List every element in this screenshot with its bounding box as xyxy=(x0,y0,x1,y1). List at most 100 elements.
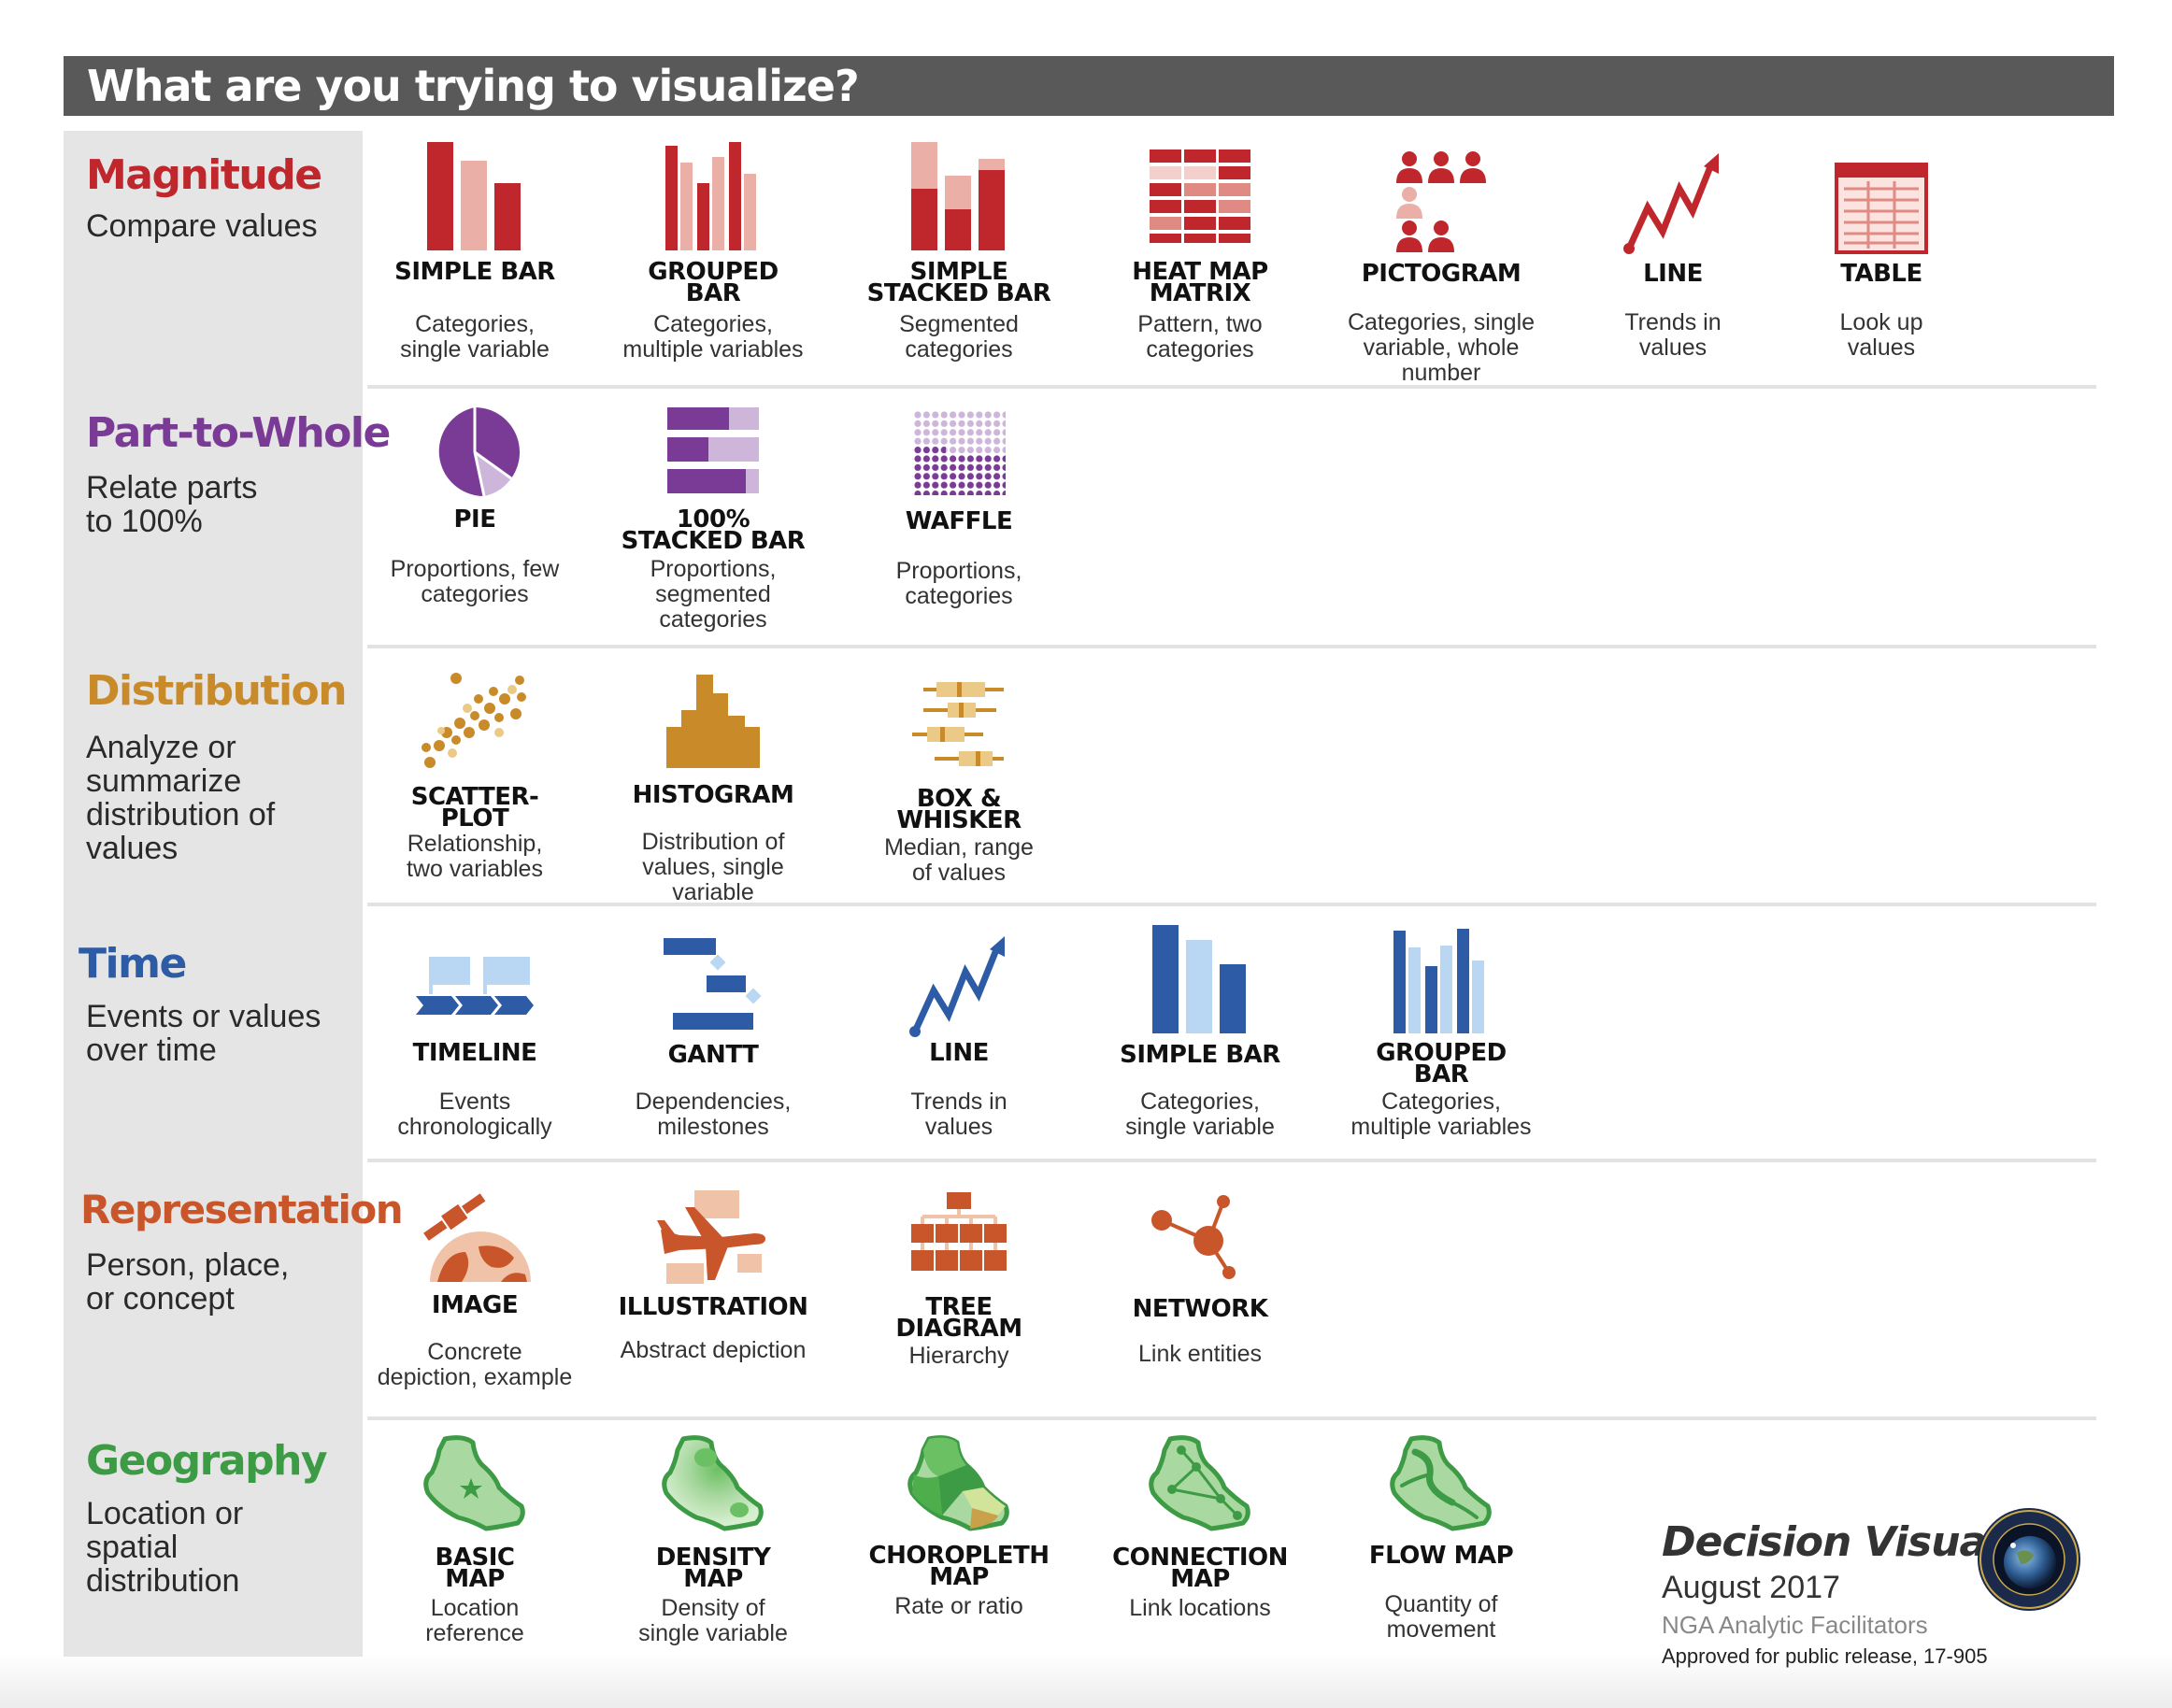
chart-option-grouped-bar[interactable]: GROUPED BAR Categories, multiple variabl… xyxy=(601,131,825,374)
item-name: LINE xyxy=(1643,260,1703,288)
chart-option-connection-map[interactable]: CONNECTION MAP Link locations xyxy=(1088,1426,1312,1669)
line-chart-icon xyxy=(909,936,1005,1037)
item-desc: Look up values xyxy=(1839,309,1923,361)
stacked-bar-icon xyxy=(911,142,1005,250)
footer-date: August 2017 xyxy=(1662,1570,1840,1605)
grouped-bar-icon xyxy=(665,142,756,250)
stacked-100-icon xyxy=(667,407,759,493)
chart-option-histogram[interactable]: HISTOGRAM Distribution of values, single… xyxy=(601,654,825,905)
item-name: ILLUSTRATION xyxy=(618,1293,808,1321)
chart-option-line[interactable]: LINE Trends in values xyxy=(1561,131,1785,374)
chart-option-tree-diagram[interactable]: TREE DIAGRAM Hierarchy xyxy=(847,1168,1071,1411)
waffle-icon xyxy=(912,409,1006,495)
category-column: Magnitude Compare values Part-to-Whole R… xyxy=(64,131,404,1657)
heat-map-icon xyxy=(1150,149,1250,243)
item-name: TIMELINE xyxy=(412,1039,537,1067)
item-desc: Location reference xyxy=(425,1595,524,1646)
box-whisker-icon xyxy=(912,682,1004,766)
item-desc: Pattern, two categories xyxy=(1137,311,1263,363)
line-chart-icon xyxy=(1623,153,1719,254)
chart-option-simple-bar[interactable]: SIMPLE BAR Categories, single variable xyxy=(363,131,587,374)
item-desc: Proportions, few categories xyxy=(390,556,560,607)
item-desc: Categories, multiple variables xyxy=(1350,1089,1532,1140)
tree-diagram-icon xyxy=(911,1192,1007,1271)
category-time-name: Time xyxy=(79,940,187,988)
chart-option-choropleth-map[interactable]: CHOROPLETH MAP Rate or ratio xyxy=(847,1426,1071,1669)
row-divider xyxy=(367,385,2096,389)
item-desc: Link locations xyxy=(1129,1595,1271,1621)
item-name: HEAT MAP MATRIX xyxy=(1132,258,1268,307)
item-desc: Categories, single variable, whole numbe… xyxy=(1347,309,1536,386)
chart-option-time-line[interactable]: LINE Trends in values xyxy=(847,912,1071,1155)
simple-bar-icon xyxy=(1152,925,1246,1033)
chart-option-basic-map[interactable]: BASIC MAP Location reference xyxy=(363,1426,587,1669)
row-divider xyxy=(367,645,2096,648)
item-desc: Relationship, two variables xyxy=(407,831,543,882)
footer-org: NGA Analytic Facilitators xyxy=(1662,1611,1928,1639)
category-magnitude-name: Magnitude xyxy=(86,151,322,199)
item-name: TREE DIAGRAM xyxy=(895,1293,1022,1343)
airplane-illustration-icon xyxy=(657,1190,765,1284)
chart-option-gantt[interactable]: GANTT Dependencies, milestones xyxy=(601,912,825,1155)
item-desc: Median, range of values xyxy=(884,834,1034,886)
row-divider xyxy=(367,1416,2096,1420)
item-name: DENSITY MAP xyxy=(655,1544,771,1593)
category-time-desc: Events or values over time xyxy=(86,999,322,1068)
footer-approved: Approved for public release, 17-905 xyxy=(1662,1644,1988,1668)
category-representation-desc: Person, place, or concept xyxy=(86,1247,290,1317)
item-name: SIMPLE STACKED BAR xyxy=(866,258,1051,307)
chart-option-illustration[interactable]: ILLUSTRATION Abstract depiction xyxy=(601,1168,825,1411)
choropleth-map-icon xyxy=(907,1435,1009,1531)
item-name: GROUPED BAR xyxy=(1376,1039,1507,1089)
item-name: PICTOGRAM xyxy=(1361,260,1522,288)
category-part-to-whole-name: Part-to-Whole xyxy=(86,409,391,457)
chart-option-scatterplot[interactable]: SCATTER- PLOT Relationship, two variable… xyxy=(363,654,587,897)
item-name: NETWORK xyxy=(1132,1295,1268,1323)
item-desc: Abstract depiction xyxy=(620,1337,807,1363)
category-part-to-whole-desc: Relate parts to 100% xyxy=(86,470,258,539)
item-name: GROUPED BAR xyxy=(648,258,779,307)
chart-option-time-grouped-bar[interactable]: GROUPED BAR Categories, multiple variabl… xyxy=(1329,912,1553,1155)
chart-option-pie[interactable]: PIE Proportions, few categories xyxy=(363,392,587,635)
chart-option-image[interactable]: IMAGE Concrete depiction, example xyxy=(363,1168,587,1411)
item-name: CONNECTION MAP xyxy=(1112,1544,1288,1593)
pictogram-icon xyxy=(1396,151,1486,252)
chart-option-heat-map-matrix[interactable]: HEAT MAP MATRIX Pattern, two categories xyxy=(1088,131,1312,374)
chart-option-time-simple-bar[interactable]: SIMPLE BAR Categories, single variable xyxy=(1088,912,1312,1155)
item-name: GANTT xyxy=(667,1041,759,1069)
footer-title: Decision Visual xyxy=(1662,1518,2000,1566)
item-name: BOX & WHISKER xyxy=(896,785,1022,834)
item-name: BASIC MAP xyxy=(435,1544,515,1593)
chart-option-pictogram[interactable]: PICTOGRAM Categories, single variable, w… xyxy=(1329,131,1553,386)
page-bottom-shade xyxy=(0,1654,2172,1708)
item-name: WAFFLE xyxy=(905,507,1013,535)
category-distribution-name: Distribution xyxy=(86,667,348,715)
item-desc: Concrete depiction, example xyxy=(377,1339,573,1390)
chart-option-waffle[interactable]: WAFFLE Proportions, categories xyxy=(847,392,1071,635)
category-distribution-desc: Analyze or summarize distribution of val… xyxy=(86,730,276,866)
grouped-bar-icon xyxy=(1393,929,1484,1033)
chart-option-box-whisker[interactable]: BOX & WHISKER Median, range of values xyxy=(847,654,1071,897)
item-desc: Link entities xyxy=(1137,1341,1263,1367)
gantt-icon xyxy=(664,938,762,1030)
item-desc: Dependencies, milestones xyxy=(635,1089,792,1140)
timeline-icon xyxy=(416,957,534,1015)
chart-option-network[interactable]: NETWORK Link entities xyxy=(1088,1168,1312,1411)
item-desc: Trends in values xyxy=(910,1089,1007,1140)
chart-option-density-map[interactable]: DENSITY MAP Density of single variable xyxy=(601,1426,825,1669)
flow-map-icon xyxy=(1390,1435,1492,1531)
item-name: CHOROPLETH MAP xyxy=(868,1542,1050,1591)
category-magnitude-desc: Compare values xyxy=(86,208,318,244)
chart-option-timeline[interactable]: TIMELINE Events chronologically xyxy=(363,912,587,1155)
category-geography-name: Geography xyxy=(86,1437,328,1485)
item-name: 100% STACKED BAR xyxy=(621,505,806,555)
simple-bar-icon xyxy=(427,142,521,250)
item-desc: Categories, single variable xyxy=(1125,1089,1275,1140)
chart-option-flow-map[interactable]: FLOW MAP Quantity of movement xyxy=(1329,1426,1553,1669)
chart-option-100-stacked-bar[interactable]: 100% STACKED BAR Proportions, segmented … xyxy=(601,392,825,635)
chart-option-simple-stacked-bar[interactable]: SIMPLE STACKED BAR Segmented categories xyxy=(847,131,1071,374)
chart-option-table[interactable]: TABLE Look up values xyxy=(1769,131,1993,374)
item-desc: Events chronologically xyxy=(397,1089,552,1140)
item-name: TABLE xyxy=(1840,260,1922,288)
item-name: SCATTER- PLOT xyxy=(410,783,539,833)
